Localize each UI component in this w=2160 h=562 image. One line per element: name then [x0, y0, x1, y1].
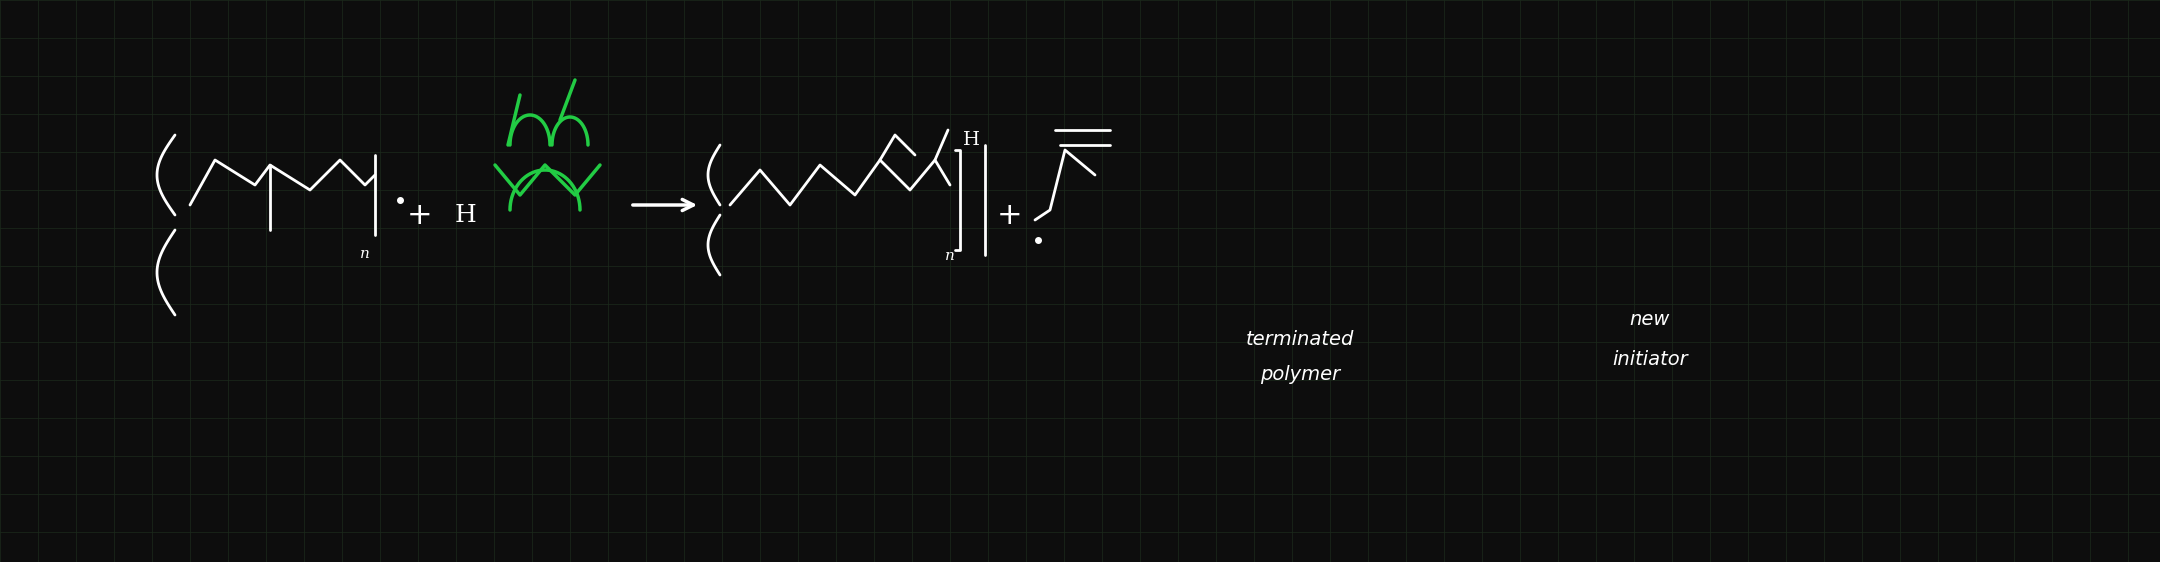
Text: new: new [1631, 310, 1670, 329]
Text: +: + [408, 201, 432, 229]
Text: initiator: initiator [1611, 350, 1687, 369]
Text: H: H [454, 203, 475, 226]
Text: polymer: polymer [1259, 365, 1339, 384]
Text: +: + [998, 201, 1024, 229]
Text: n: n [361, 247, 369, 261]
Text: terminated: terminated [1246, 330, 1354, 349]
Text: H: H [963, 131, 981, 149]
Text: n: n [946, 249, 955, 263]
